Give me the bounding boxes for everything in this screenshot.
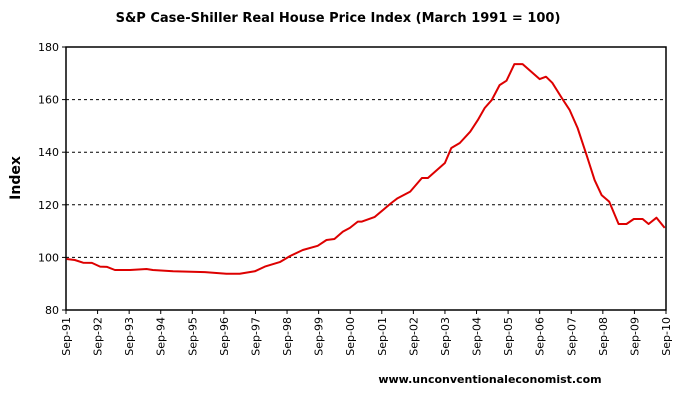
x-tick-label: Sep-94 bbox=[155, 317, 168, 356]
y-tick-label: 160 bbox=[38, 94, 59, 107]
x-tick-label: Sep-10 bbox=[660, 317, 673, 356]
x-tick-label: Sep-09 bbox=[628, 317, 641, 356]
x-tick-label: Sep-93 bbox=[123, 317, 136, 356]
x-tick-label: Sep-08 bbox=[597, 317, 610, 356]
x-tick-label: Sep-04 bbox=[471, 317, 484, 356]
x-tick-label: Sep-06 bbox=[534, 317, 547, 356]
x-tick-label: Sep-92 bbox=[92, 317, 105, 356]
x-tick-label: Sep-03 bbox=[439, 317, 452, 356]
x-tick-label: Sep-98 bbox=[281, 317, 294, 356]
x-tick-label: Sep-91 bbox=[60, 317, 73, 356]
x-tick-label: Sep-07 bbox=[565, 317, 578, 356]
y-tick-label: 140 bbox=[38, 146, 59, 159]
y-axis-label: Index bbox=[8, 156, 24, 200]
x-tick-label: Sep-00 bbox=[344, 317, 357, 356]
series-line-real-house-price-index bbox=[66, 63, 666, 275]
x-tick-label: Sep-99 bbox=[313, 317, 326, 356]
y-tick-label: 100 bbox=[38, 251, 59, 264]
x-tick-label: Sep-01 bbox=[376, 317, 389, 356]
x-tick-label: Sep-02 bbox=[407, 317, 420, 356]
x-axis: Sep-91 Sep-92 Sep-93 Sep-94 Sep-95 Sep-96 Sep-… bbox=[60, 310, 673, 356]
gridlines bbox=[66, 99, 666, 258]
y-axis: 80 100 120 140 160 180 bbox=[38, 41, 66, 317]
footer-source: www.unconventionaleconomist.com bbox=[378, 373, 601, 386]
y-tick-label: 180 bbox=[38, 41, 59, 54]
y-tick-label: 80 bbox=[45, 304, 59, 317]
x-tick-label: Sep-95 bbox=[186, 317, 199, 356]
x-tick-label: Sep-97 bbox=[249, 317, 262, 356]
y-tick-label: 120 bbox=[38, 199, 59, 212]
plot-frame bbox=[65, 46, 667, 311]
x-tick-label: Sep-96 bbox=[218, 317, 231, 356]
x-tick-label: Sep-05 bbox=[502, 317, 515, 356]
chart-title: S&P Case-Shiller Real House Price Index … bbox=[116, 11, 561, 26]
